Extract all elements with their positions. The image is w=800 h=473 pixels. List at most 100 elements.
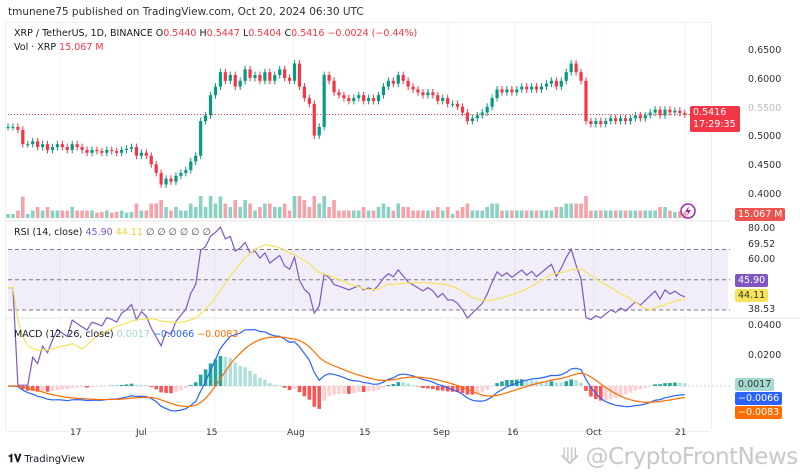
macd-histogram-bar xyxy=(268,382,272,386)
macd-histogram-bar xyxy=(80,386,84,388)
symbol-label[interactable]: XRP / TetherUS, 1D, BINANCE xyxy=(14,28,153,39)
volume-bar xyxy=(253,210,257,218)
volume-label[interactable]: Vol · XRP xyxy=(14,42,57,53)
lightning-icon-glyph xyxy=(685,206,691,216)
candle-body xyxy=(85,149,89,153)
macd-histogram-bar xyxy=(317,386,322,409)
volume-bar xyxy=(80,210,84,218)
time-tick: 15 xyxy=(359,428,371,438)
volume-bar xyxy=(386,207,391,218)
volume-bar xyxy=(371,210,376,218)
candle-body xyxy=(258,75,262,81)
macd-histogram-bar xyxy=(663,383,667,386)
candle-body xyxy=(638,115,642,119)
candle-body xyxy=(628,118,633,122)
macd-histogram-bar xyxy=(40,386,45,392)
macd-histogram-bar xyxy=(505,380,509,386)
rsi-line xyxy=(8,226,686,386)
candle-body xyxy=(564,72,568,81)
rsi-ma-tag: 44.11 xyxy=(735,289,769,302)
candle-body xyxy=(139,152,143,156)
macd-histogram-bar xyxy=(366,386,371,392)
macd-histogram-bar xyxy=(149,386,154,387)
chart-frame[interactable] xyxy=(5,22,712,432)
candle-body xyxy=(208,95,213,116)
volume-bar xyxy=(149,203,154,218)
candle-body xyxy=(475,115,479,119)
rsi-value: 45.90 xyxy=(85,227,113,238)
volume-bar xyxy=(16,210,20,218)
volume-bar xyxy=(633,210,638,218)
macd-signal-tag: −0.0083 xyxy=(735,406,783,419)
macd-histogram-bar xyxy=(544,381,549,386)
candle-body xyxy=(342,95,346,99)
macd-histogram-bar xyxy=(45,386,50,392)
candle-body xyxy=(263,72,267,81)
macd-histogram-bar xyxy=(465,386,470,395)
macd-histogram-bar xyxy=(623,386,628,395)
tradingview-logo[interactable]: 𝟏𝐕 TradingView xyxy=(8,452,85,466)
volume-bar xyxy=(282,203,287,218)
macd-histogram-bar xyxy=(21,386,25,390)
candle-body xyxy=(604,121,608,124)
volume-bar xyxy=(440,210,445,218)
volume-bar xyxy=(119,210,124,218)
rsi-extra-values: ∅ ∅ ∅ ∅ ∅ ∅ xyxy=(145,227,211,238)
volume-bar xyxy=(682,212,687,218)
volume-bar xyxy=(653,210,657,218)
volume-bar xyxy=(534,210,539,218)
candle-body xyxy=(115,151,119,153)
candle-body xyxy=(451,103,455,105)
rsi-tag: 45.90 xyxy=(735,274,769,287)
volume-bar xyxy=(277,207,282,218)
volume-bar xyxy=(460,207,465,218)
volume-bar xyxy=(515,210,519,218)
volume-bar xyxy=(549,210,554,218)
volume-bar xyxy=(366,210,371,218)
candle-body xyxy=(45,144,50,150)
candle-body xyxy=(337,92,341,96)
volume-bar xyxy=(258,207,262,218)
rsi-label[interactable]: RSI (14, close) xyxy=(14,227,83,238)
candle-body xyxy=(120,149,124,153)
volume-bar xyxy=(337,210,341,218)
candle-body xyxy=(317,126,321,136)
candle-body xyxy=(164,178,168,185)
volume-bar xyxy=(30,210,35,218)
volume-bar xyxy=(50,210,55,218)
volume-bar xyxy=(352,210,356,218)
macd-histogram-bar xyxy=(673,382,677,386)
volume-bar xyxy=(65,210,70,218)
macd-legend: MACD (12, 26, close) 0.0017 −0.0066 −0.0… xyxy=(14,329,238,340)
macd-histogram-bar xyxy=(411,384,415,386)
price-tick: 0.5500 xyxy=(748,103,782,114)
candle-body xyxy=(327,75,331,81)
watermark: ⟱ @CryptoFrontNews xyxy=(560,444,798,471)
macd-histogram-bar xyxy=(184,386,188,389)
macd-histogram-bar xyxy=(450,386,455,392)
candle-body xyxy=(500,89,504,93)
macd-histogram-bar xyxy=(401,382,405,386)
macd-histogram-bar xyxy=(248,370,252,386)
volume-bar xyxy=(70,207,75,218)
last-price-tag: 0.5416 17:29:35 xyxy=(690,106,740,132)
candle-body xyxy=(381,86,386,96)
macd-histogram-bar xyxy=(628,386,633,393)
rsi-ma-line xyxy=(8,243,685,351)
candle-body xyxy=(574,63,578,73)
volume-bar xyxy=(6,214,10,218)
volume-bar xyxy=(376,207,381,218)
candle-body xyxy=(584,80,588,122)
macd-label[interactable]: MACD (12, 26, close) xyxy=(14,329,114,340)
macd-histogram-bar xyxy=(65,386,70,390)
close-value: 0.5416 xyxy=(291,28,325,39)
candle-body xyxy=(110,149,114,152)
macd-histogram-bar xyxy=(129,383,134,386)
volume-value: 15.067 M xyxy=(59,42,104,53)
change-value: −0.0024 (−0.44%) xyxy=(327,28,418,39)
volume-bar xyxy=(361,207,366,218)
candle-body xyxy=(609,118,613,122)
candle-body xyxy=(283,69,287,78)
macd-histogram-bar xyxy=(243,367,247,386)
